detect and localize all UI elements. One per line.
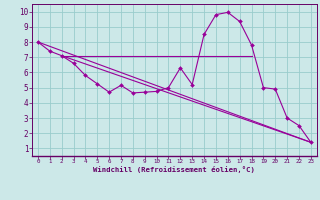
- X-axis label: Windchill (Refroidissement éolien,°C): Windchill (Refroidissement éolien,°C): [93, 166, 255, 173]
